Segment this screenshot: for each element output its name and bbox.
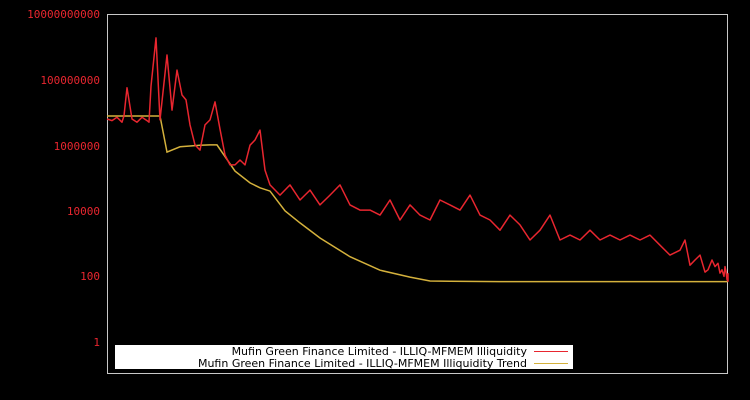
illiquidity-series-line xyxy=(106,37,729,283)
y-tick-label: 10000000000 xyxy=(27,8,100,21)
y-tick-label: 1 xyxy=(93,336,100,349)
legend-label-illiquidity: Mufin Green Finance Limited - ILLIQ-MFME… xyxy=(232,345,528,358)
legend: Mufin Green Finance Limited - ILLIQ-MFME… xyxy=(115,345,573,370)
y-tick-label: 1000000 xyxy=(54,140,100,153)
y-tick-label: 100000000 xyxy=(40,74,100,87)
trend-series-line xyxy=(107,115,728,283)
y-axis-labels: 10000000000 100000000 1000000 10000 100 … xyxy=(27,8,100,349)
y-tick-label: 100 xyxy=(80,270,100,283)
y-tick-label: 10000 xyxy=(67,205,100,218)
plot-frame xyxy=(107,14,728,374)
legend-box xyxy=(115,345,573,369)
legend-label-trend: Mufin Green Finance Limited - ILLIQ-MFME… xyxy=(198,357,527,370)
